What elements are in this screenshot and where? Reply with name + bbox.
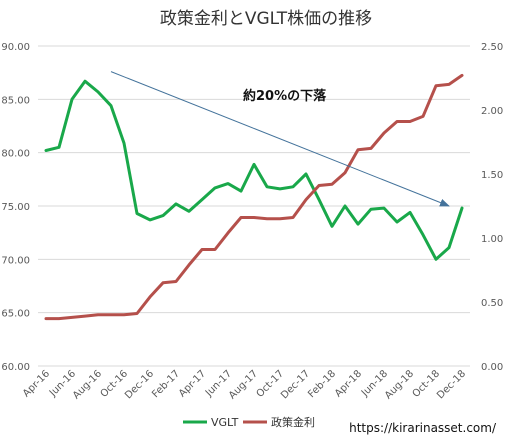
legend-label: VGLT	[211, 416, 239, 429]
y-right-tick-label: 0.50	[481, 298, 503, 309]
x-tick-label: Aug-16	[71, 368, 104, 401]
y-right-tick-label: 2.00	[481, 106, 503, 117]
y-left-tick-label: 90.00	[1, 42, 30, 53]
x-tick-label: Dec-16	[123, 368, 156, 401]
legend: VGLT 政策金利	[183, 415, 315, 429]
y-left-tick-label: 60.00	[1, 362, 30, 373]
trend-arrow-layer	[110, 71, 450, 207]
y-right-tick-label: 1.00	[481, 234, 503, 245]
series-lines	[44, 73, 464, 321]
site-url[interactable]: https://kirarinasset.com/	[349, 421, 497, 435]
x-tick-label: Apr-17	[177, 368, 208, 399]
y-left-tick-label: 80.00	[1, 149, 30, 160]
x-tick-label: Aug-17	[227, 368, 260, 401]
trend-arrow	[110, 71, 450, 207]
y-left-tick-label: 75.00	[1, 202, 30, 213]
x-tick-label: Aug-18	[383, 368, 416, 401]
x-tick-label: Dec-17	[279, 368, 312, 401]
x-tick-label: Feb-17	[150, 368, 182, 400]
y-right-tick-label: 2.50	[481, 42, 503, 53]
gridlines	[38, 45, 470, 367]
x-tick-label: Apr-16	[21, 368, 52, 399]
legend-label: 政策金利	[271, 415, 315, 429]
y-left-tick-label: 70.00	[1, 255, 30, 266]
series-line-政策金利	[44, 73, 464, 321]
x-tick-label: Dec-18	[435, 368, 468, 401]
series-line-VGLT	[44, 79, 464, 261]
x-tick-label: Apr-18	[333, 368, 364, 399]
chart-title: 政策金利とVGLT株価の推移	[160, 9, 372, 29]
y-right-tick-label: 0.00	[481, 362, 503, 373]
y-left-tick-label: 85.00	[1, 95, 30, 106]
y-left-tick-label: 65.00	[1, 309, 30, 320]
decline-annotation: 約20%の下落	[243, 88, 327, 104]
x-tick-label: Feb-18	[306, 368, 338, 400]
y-right-tick-label: 1.50	[481, 170, 503, 181]
